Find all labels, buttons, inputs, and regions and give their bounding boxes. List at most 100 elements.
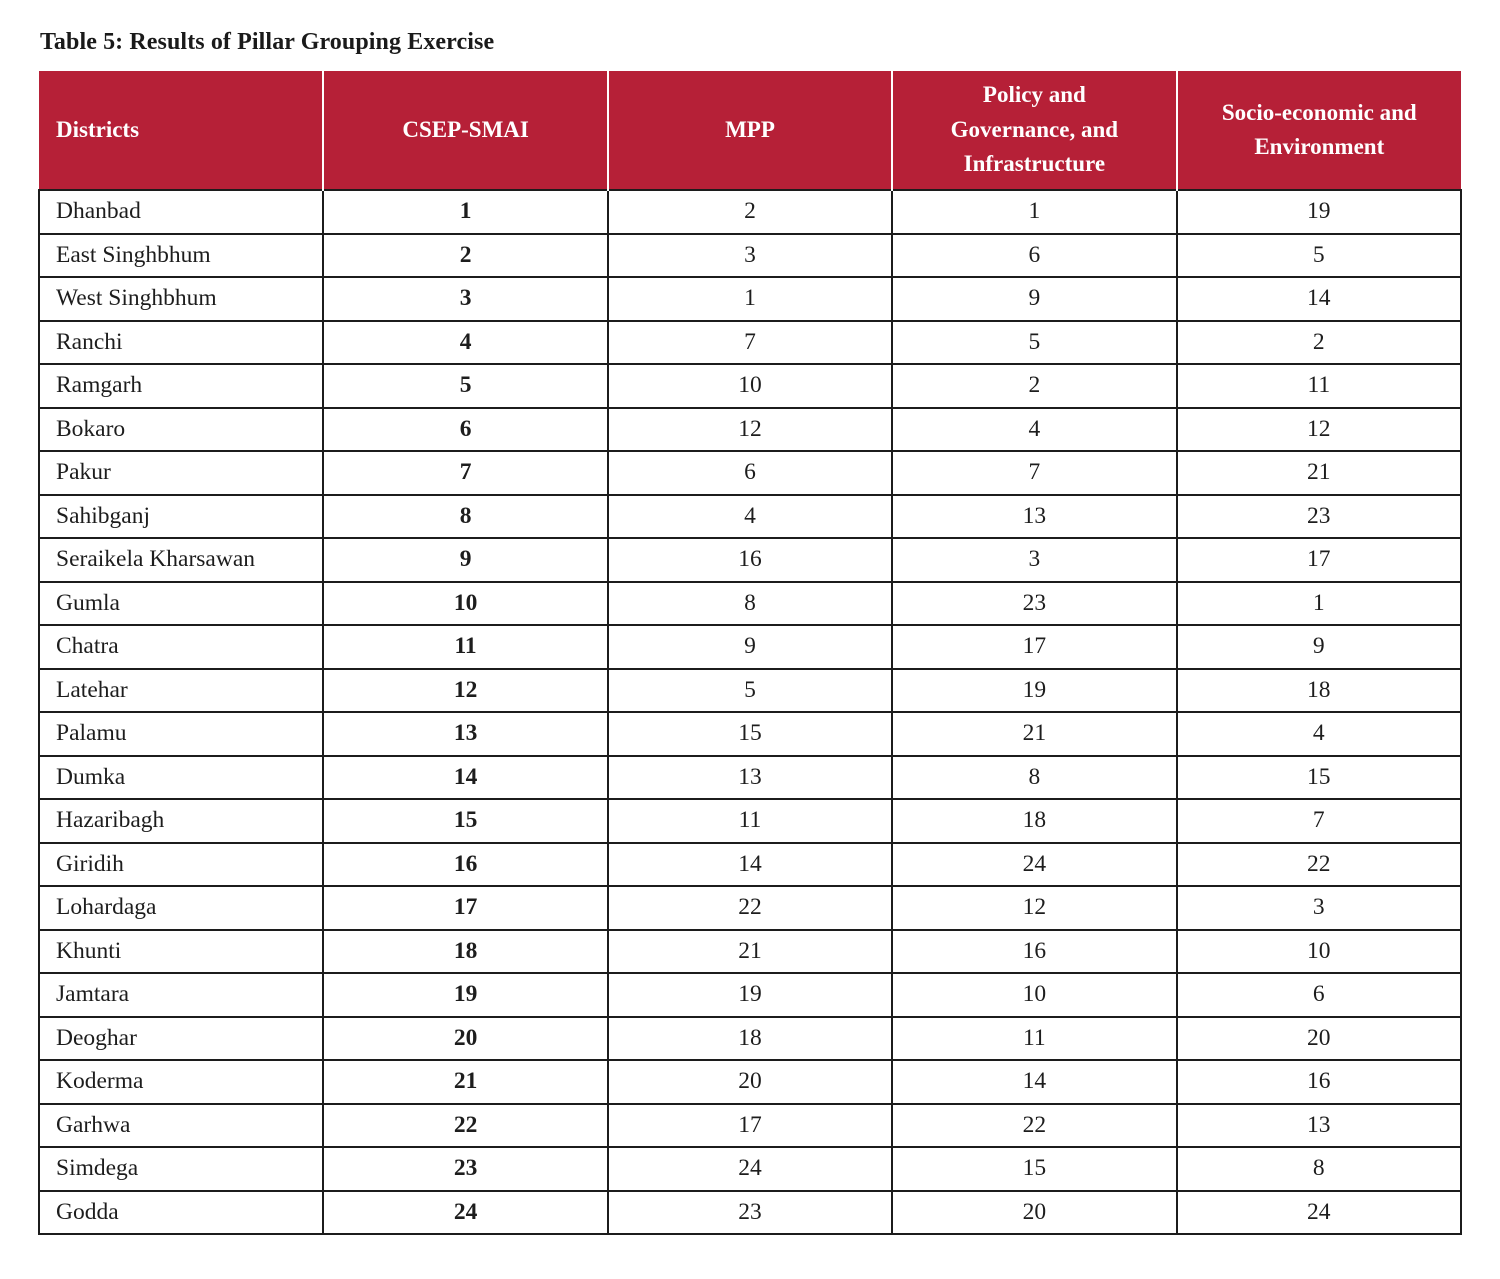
policy-governance-cell: 22: [891, 1102, 1178, 1148]
document-page: Table 5: Results of Pillar Grouping Exer…: [37, 29, 1463, 1235]
policy-governance-cell: 4: [891, 406, 1178, 452]
table-row: East Singhbhum 2 3 6 5: [37, 232, 1463, 278]
mpp-cell: 20: [606, 1059, 894, 1105]
mpp-cell: 23: [606, 1189, 894, 1235]
socio-economic-cell: 22: [1175, 841, 1463, 887]
district-cell: Koderma: [37, 1059, 325, 1105]
csep-smai-cell: 24: [322, 1189, 609, 1235]
mpp-cell: 4: [606, 493, 894, 539]
csep-smai-cell: 21: [322, 1059, 609, 1105]
socio-economic-cell: 16: [1175, 1059, 1463, 1105]
policy-governance-cell: 11: [891, 1015, 1178, 1061]
table-row: Dhanbad 1 2 1 19: [37, 189, 1463, 235]
district-cell: Khunti: [37, 928, 325, 974]
header-label-mpp: MPP: [725, 116, 775, 142]
table-row: Bokaro 6 12 4 12: [37, 406, 1463, 452]
district-cell: Palamu: [37, 711, 325, 757]
policy-governance-cell: 18: [891, 798, 1178, 844]
district-cell: Bokaro: [37, 406, 325, 452]
csep-smai-cell: 16: [322, 841, 609, 887]
mpp-cell: 21: [606, 928, 894, 974]
policy-governance-cell: 1: [891, 189, 1178, 235]
mpp-cell: 5: [606, 667, 894, 713]
district-cell: Latehar: [37, 667, 325, 713]
csep-smai-cell: 8: [322, 493, 609, 539]
policy-governance-cell: 21: [891, 711, 1178, 757]
csep-smai-cell: 20: [322, 1015, 609, 1061]
district-cell: Ranchi: [37, 319, 325, 365]
mpp-cell: 17: [606, 1102, 894, 1148]
csep-smai-cell: 11: [322, 624, 609, 670]
header-label-districts: Districts: [56, 116, 140, 142]
district-cell: Jamtara: [37, 972, 325, 1018]
table-body: Dhanbad 1 2 1 19 East Singhbhum 2 3 6 5 West Singh…: [37, 189, 1463, 1235]
table-row: Koderma 21 20 14 16: [37, 1059, 1463, 1105]
policy-governance-cell: 9: [891, 276, 1178, 322]
table-row: Latehar 12 5 19 18: [37, 667, 1463, 713]
socio-economic-cell: 21: [1175, 450, 1463, 496]
policy-governance-cell: 3: [891, 537, 1178, 583]
csep-smai-cell: 9: [322, 537, 609, 583]
socio-economic-cell: 5: [1175, 232, 1463, 278]
table-row: Lohardaga 17 22 12 3: [37, 885, 1463, 931]
socio-economic-cell: 2: [1175, 319, 1463, 365]
table-row: Chatra 11 9 17 9: [37, 624, 1463, 670]
district-cell: West Singhbhum: [37, 276, 325, 322]
socio-economic-cell: 1: [1175, 580, 1463, 626]
mpp-cell: 1: [606, 276, 894, 322]
header-label-csep-smai: CSEP-SMAI: [402, 116, 529, 142]
table-row: Dumka 14 13 8 15: [37, 754, 1463, 800]
csep-smai-cell: 1: [322, 189, 609, 235]
policy-governance-cell: 20: [891, 1189, 1178, 1235]
header-cell-csep-smai: CSEP-SMAI: [322, 71, 608, 190]
district-cell: Hazaribagh: [37, 798, 325, 844]
table-header-row: Districts CSEP-SMAI MPP Policy and Gover…: [39, 71, 1461, 190]
policy-governance-cell: 7: [891, 450, 1178, 496]
mpp-cell: 18: [606, 1015, 894, 1061]
csep-smai-cell: 6: [322, 406, 609, 452]
mpp-cell: 12: [606, 406, 894, 452]
district-cell: Garhwa: [37, 1102, 325, 1148]
district-cell: Giridih: [37, 841, 325, 887]
table-row: Deoghar 20 18 11 20: [37, 1015, 1463, 1061]
table-row: Giridih 16 14 24 22: [37, 841, 1463, 887]
policy-governance-cell: 5: [891, 319, 1178, 365]
table-row: Sahibganj 8 4 13 23: [37, 493, 1463, 539]
socio-economic-cell: 8: [1175, 1146, 1463, 1192]
csep-smai-cell: 15: [322, 798, 609, 844]
socio-economic-cell: 12: [1175, 406, 1463, 452]
header-cell-mpp: MPP: [606, 71, 893, 190]
mpp-cell: 2: [606, 189, 894, 235]
mpp-cell: 7: [606, 319, 894, 365]
socio-economic-cell: 23: [1175, 493, 1463, 539]
socio-economic-cell: 20: [1175, 1015, 1463, 1061]
table-row: Ramgarh 5 10 2 11: [37, 363, 1463, 409]
district-cell: Simdega: [37, 1146, 325, 1192]
policy-governance-cell: 19: [891, 667, 1178, 713]
socio-economic-cell: 6: [1175, 972, 1463, 1018]
table-row: Hazaribagh 15 11 18 7: [37, 798, 1463, 844]
district-cell: Pakur: [37, 450, 325, 496]
socio-economic-cell: 13: [1175, 1102, 1463, 1148]
header-cell-policy-governance: Policy and Governance, and Infrastructur…: [891, 71, 1177, 190]
csep-smai-cell: 10: [322, 580, 609, 626]
socio-economic-cell: 11: [1175, 363, 1463, 409]
mpp-cell: 9: [606, 624, 894, 670]
socio-economic-cell: 24: [1175, 1189, 1463, 1235]
csep-smai-cell: 4: [322, 319, 609, 365]
district-cell: Lohardaga: [37, 885, 325, 931]
policy-governance-cell: 15: [891, 1146, 1178, 1192]
table-row: Palamu 13 15 21 4: [37, 711, 1463, 757]
policy-governance-cell: 2: [891, 363, 1178, 409]
csep-smai-cell: 18: [322, 928, 609, 974]
district-cell: East Singhbhum: [37, 232, 325, 278]
policy-governance-cell: 10: [891, 972, 1178, 1018]
mpp-cell: 15: [606, 711, 894, 757]
policy-governance-cell: 24: [891, 841, 1178, 887]
csep-smai-cell: 12: [322, 667, 609, 713]
csep-smai-cell: 22: [322, 1102, 609, 1148]
policy-governance-cell: 14: [891, 1059, 1178, 1105]
district-cell: Godda: [37, 1189, 325, 1235]
csep-smai-cell: 5: [322, 363, 609, 409]
header-label-socio-economic: Socio-economic and Environment: [1221, 99, 1417, 160]
